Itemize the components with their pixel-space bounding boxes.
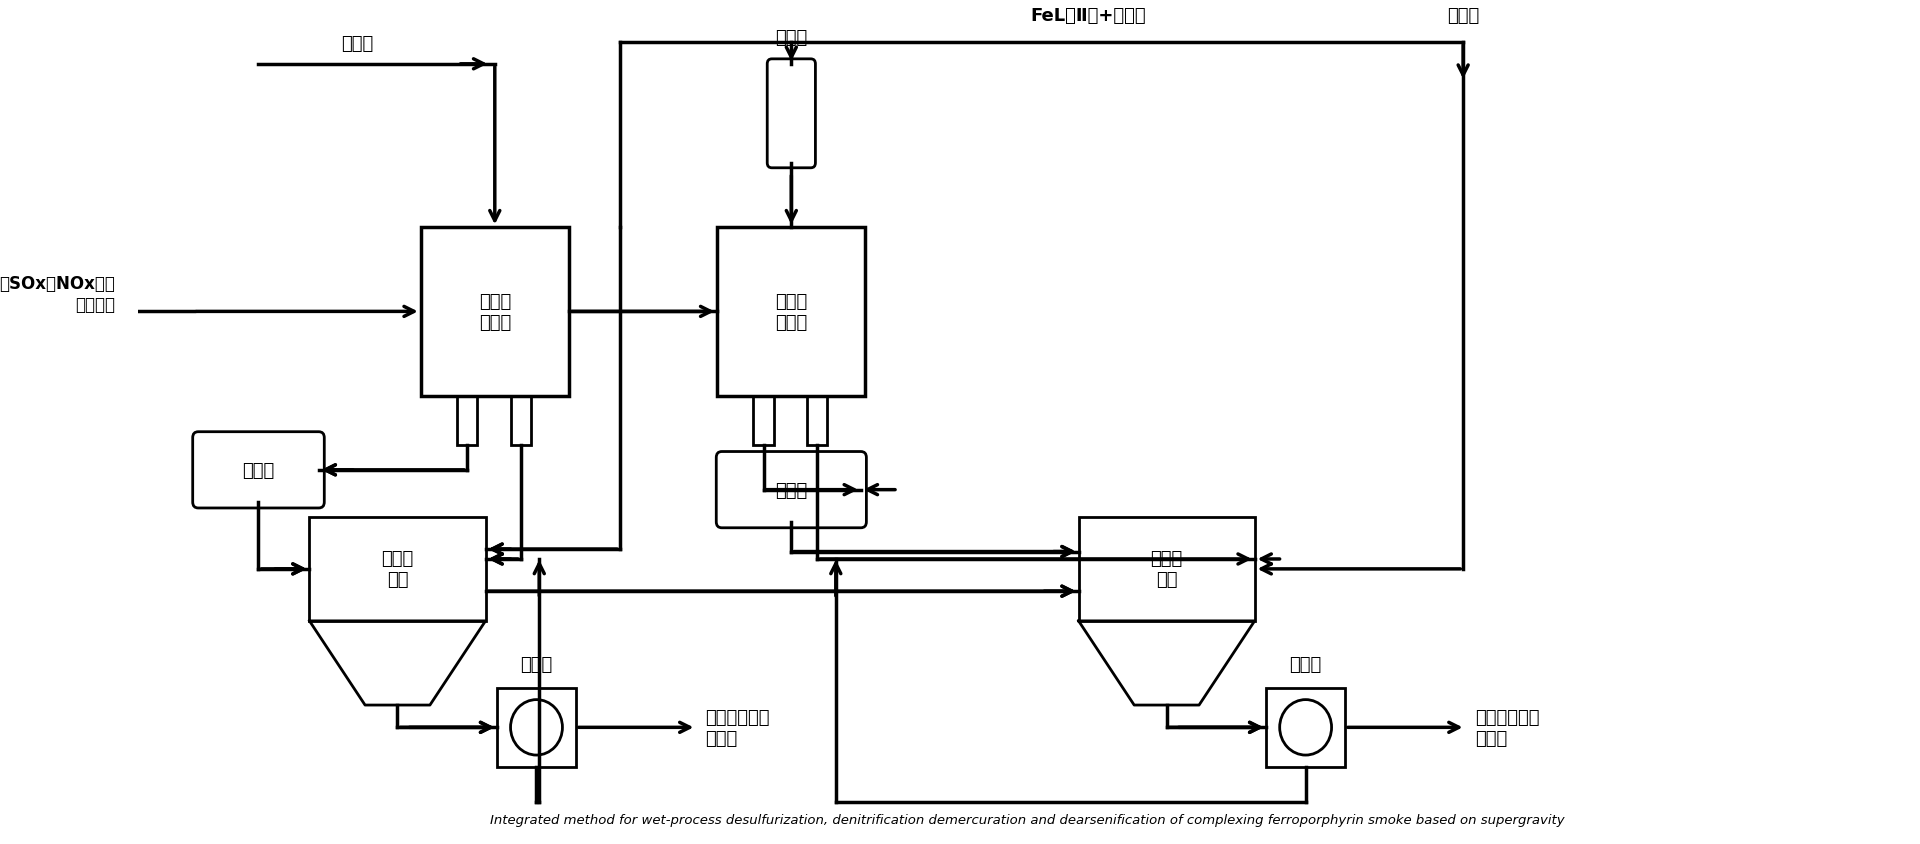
Bar bbox=[753, 396, 774, 446]
Bar bbox=[511, 396, 532, 446]
Bar bbox=[806, 396, 828, 446]
Text: 平衡罐: 平衡罐 bbox=[242, 462, 275, 479]
Text: FeL（Ⅱ）+硫化物: FeL（Ⅱ）+硫化物 bbox=[1029, 8, 1146, 25]
Text: 脱硫超
重力机: 脱硫超 重力机 bbox=[478, 293, 511, 332]
Text: 脱硝超
重力机: 脱硝超 重力机 bbox=[776, 293, 808, 332]
Bar bbox=[309, 517, 486, 621]
Bar bbox=[420, 228, 568, 396]
Bar bbox=[1079, 517, 1254, 621]
Bar bbox=[457, 396, 478, 446]
Text: 硫化物: 硫化物 bbox=[342, 35, 374, 53]
Bar bbox=[718, 228, 866, 396]
Text: 净化气: 净化气 bbox=[776, 29, 808, 47]
Text: 过滤机: 过滤机 bbox=[1290, 655, 1321, 673]
Text: 过滤机: 过滤机 bbox=[520, 655, 553, 673]
Text: 含SOx、NOx、重
金属烟气: 含SOx、NOx、重 金属烟气 bbox=[0, 275, 115, 314]
Bar bbox=[497, 688, 576, 767]
Text: 硫化物: 硫化物 bbox=[1448, 8, 1478, 25]
Bar bbox=[1267, 688, 1346, 767]
Text: 平衡罐: 平衡罐 bbox=[776, 481, 808, 499]
Text: Integrated method for wet-process desulfurization, denitrification demercuration: Integrated method for wet-process desulf… bbox=[490, 814, 1565, 826]
Text: 脱硝沉
降槽: 脱硝沉 降槽 bbox=[1150, 549, 1183, 588]
Text: 脱硫沉
降槽: 脱硫沉 降槽 bbox=[382, 549, 413, 588]
Text: 硫磺、不溶性
硫化盐: 硫磺、不溶性 硫化盐 bbox=[707, 708, 770, 747]
Text: 硫磺、不溶性
硫化盐: 硫磺、不溶性 硫化盐 bbox=[1475, 708, 1540, 747]
